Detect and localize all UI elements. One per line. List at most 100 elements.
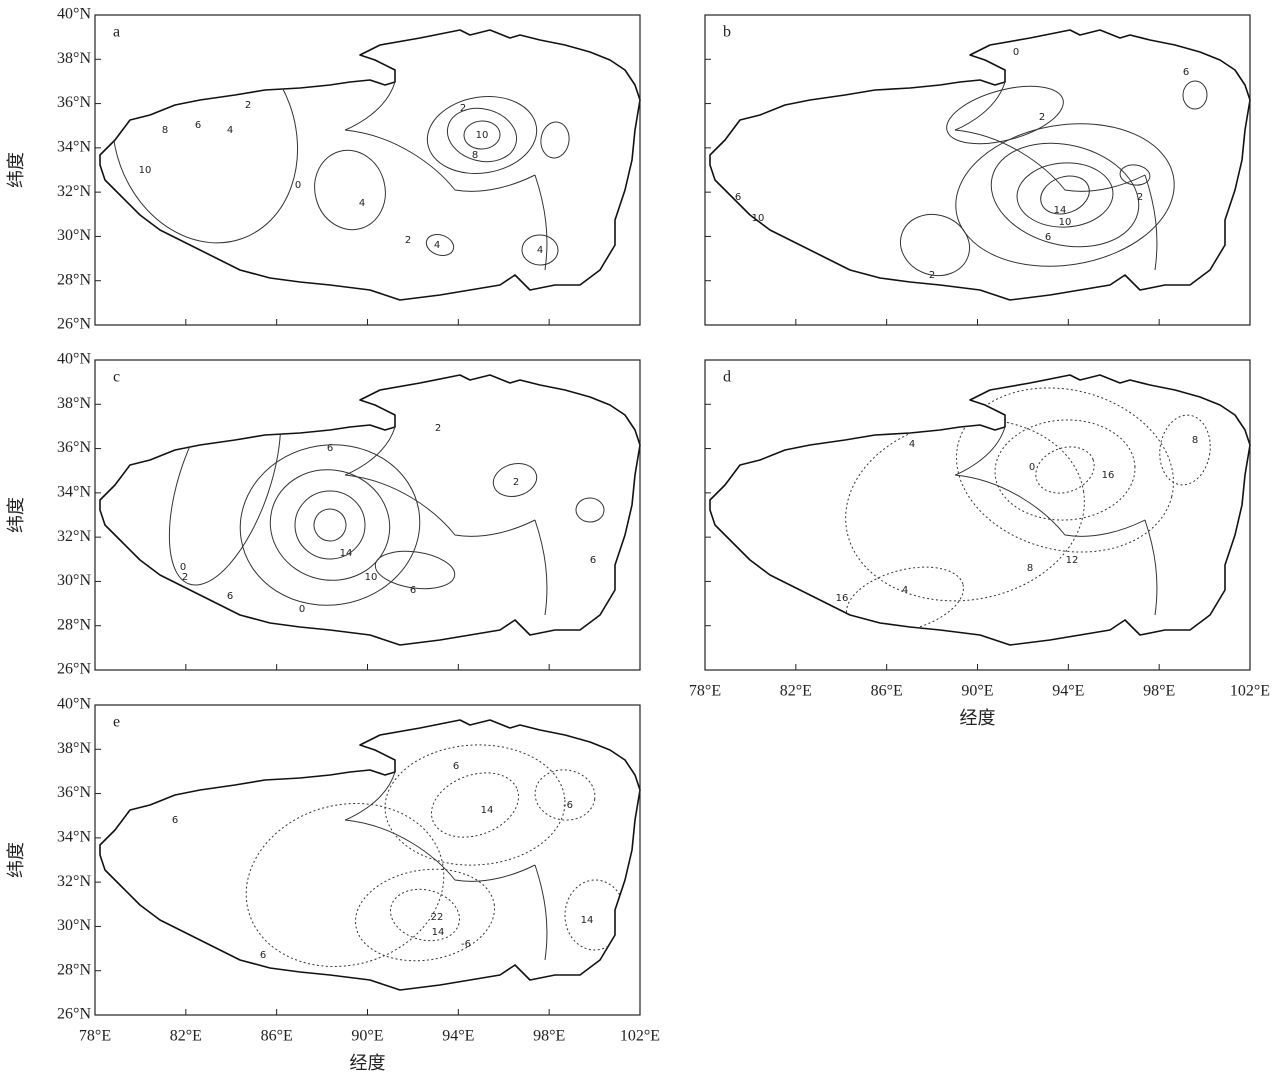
contour-label: 2 <box>245 100 251 111</box>
x-axis-title: 经度 <box>350 1053 386 1073</box>
contour-label: 6 <box>327 443 333 454</box>
contour-label: 8 <box>472 150 478 161</box>
contour-label: 0 <box>1013 47 1019 58</box>
contour-label: 12 <box>1066 555 1079 566</box>
region-outline <box>710 375 1250 645</box>
region-outline <box>710 30 1250 300</box>
lat-label: 36°N <box>57 94 91 111</box>
contour-label: -6 <box>461 939 471 950</box>
lon-label: 86°E <box>261 1028 293 1045</box>
lat-label: 32°N <box>57 183 91 200</box>
lon-label: 102°E <box>620 1028 660 1045</box>
contour-label: 6 <box>1183 67 1189 78</box>
lon-label: 82°E <box>780 683 812 700</box>
contour-label: 0 <box>299 604 305 615</box>
contour-label: 2 <box>182 572 188 583</box>
lat-label: 38°N <box>57 395 91 412</box>
figure: a10864204210824440°N38°N36°N34°N32°N30°N… <box>0 0 1279 1077</box>
contour-label: 14 <box>340 548 353 559</box>
contour-label: 0 <box>180 562 186 573</box>
contour-label: -6 <box>563 800 573 811</box>
contour-label: 2 <box>513 477 519 488</box>
lat-label: 30°N <box>57 227 91 244</box>
lon-label: 98°E <box>1143 683 1175 700</box>
lon-label: 82°E <box>170 1028 202 1045</box>
contour-label: 6 <box>410 585 416 596</box>
contour-label: 6 <box>735 192 741 203</box>
contour-label: 4 <box>434 240 440 251</box>
lat-label: 28°N <box>57 961 91 978</box>
lat-label: 28°N <box>57 616 91 633</box>
map-panel: e614-62214-6146640°N38°N36°N34°N32°N30°N… <box>6 696 660 1073</box>
contour-label: 2 <box>1137 192 1143 203</box>
panel-letter: b <box>723 24 731 41</box>
lat-label: 28°N <box>57 271 91 288</box>
lon-label: 90°E <box>961 683 993 700</box>
lat-label: 40°N <box>57 696 91 713</box>
contour-label: 6 <box>1045 232 1051 243</box>
panel-letter: d <box>723 369 731 386</box>
panel-letter: c <box>113 369 120 386</box>
contour-label: 6 <box>590 555 596 566</box>
contour-label: 14 <box>481 805 494 816</box>
lat-label: 38°N <box>57 50 91 67</box>
lon-label: 98°E <box>533 1028 565 1045</box>
contour-label: 8 <box>162 125 168 136</box>
y-axis-title: 纬度 <box>6 152 26 188</box>
contour-label: 0 <box>295 180 301 191</box>
map-panel: c621410660202640°N38°N36°N34°N32°N30°N28… <box>6 351 640 678</box>
contour-label: 4 <box>902 585 908 596</box>
x-axis-title: 经度 <box>960 708 996 728</box>
contour-label: 2 <box>1039 112 1045 123</box>
contour-label: 10 <box>752 213 765 224</box>
contour-label: 6 <box>260 950 266 961</box>
contour-label: 16 <box>836 593 849 604</box>
lat-label: 36°N <box>57 439 91 456</box>
lon-label: 78°E <box>79 1028 111 1045</box>
contour-label: 10 <box>1059 217 1072 228</box>
contour-label: 4 <box>359 198 365 209</box>
lat-label: 30°N <box>57 917 91 934</box>
lat-label: 36°N <box>57 784 91 801</box>
contour-label: 10 <box>139 165 152 176</box>
lat-label: 26°N <box>57 1006 91 1023</box>
contour-label: 2 <box>405 235 411 246</box>
contour-label: 0 <box>1029 462 1035 473</box>
lon-label: 86°E <box>871 683 903 700</box>
contour-label: 6 <box>227 591 233 602</box>
lon-label: 90°E <box>351 1028 383 1045</box>
contour-label: 6 <box>195 120 201 131</box>
map-panel: a10864204210824440°N38°N36°N34°N32°N30°N… <box>6 1 640 333</box>
y-axis-title: 纬度 <box>6 842 26 878</box>
lon-label: 78°E <box>689 683 721 700</box>
contour-label: 14 <box>581 915 594 926</box>
lon-label: 94°E <box>442 1028 474 1045</box>
lat-label: 34°N <box>57 484 91 501</box>
contour-label: 6 <box>453 761 459 772</box>
lat-label: 38°N <box>57 740 91 757</box>
lat-label: 34°N <box>57 829 91 846</box>
contour-label: 6 <box>172 815 178 826</box>
lat-label: 32°N <box>57 873 91 890</box>
contour-label: 8 <box>1192 435 1198 446</box>
lon-label: 102°E <box>1230 683 1270 700</box>
lat-label: 30°N <box>57 572 91 589</box>
lat-label: 32°N <box>57 528 91 545</box>
panel-letter: e <box>113 714 120 731</box>
lon-label: 94°E <box>1052 683 1084 700</box>
contour-label: 4 <box>537 245 543 256</box>
lat-label: 40°N <box>57 351 91 368</box>
y-axis-title: 纬度 <box>6 497 26 533</box>
region-outline <box>100 30 640 300</box>
contour-label: 4 <box>227 125 233 136</box>
region-outline <box>100 375 640 645</box>
contour-label: 2 <box>435 423 441 434</box>
lat-label: 40°N <box>57 6 91 23</box>
lat-label: 26°N <box>57 316 91 333</box>
contour-label: 10 <box>476 130 489 141</box>
contour-label: 2 <box>460 103 466 114</box>
panel-letter: a <box>113 24 120 41</box>
contour-label: 10 <box>365 572 378 583</box>
